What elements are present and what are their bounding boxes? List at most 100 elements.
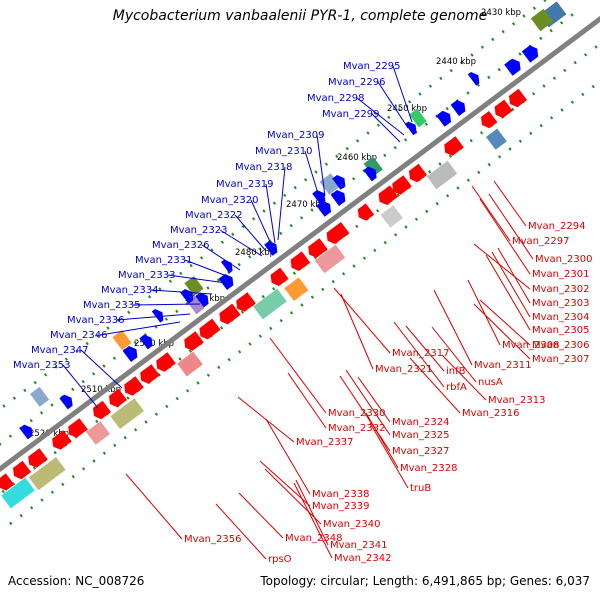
tick-dot [217, 365, 221, 370]
gene-arrow [509, 88, 528, 108]
reverse-label-connector [491, 251, 531, 318]
tick-dot [466, 91, 470, 95]
tick-dot [487, 162, 491, 167]
reverse-gene-label: Mvan_2300 [535, 254, 592, 265]
gene-arrow [444, 136, 464, 156]
reverse-label-connector [340, 293, 374, 370]
reverse-gene-label: Mvan_2297 [512, 236, 569, 247]
gene-arrow [330, 190, 346, 207]
forward-label-connector [201, 244, 241, 271]
forward-gene-label: Mvan_2334 [101, 285, 158, 296]
tick-dot [570, 13, 574, 17]
tick-dot [439, 76, 443, 81]
tick-dot [133, 340, 137, 345]
tick-dot [335, 154, 339, 159]
tick-dot [219, 326, 224, 330]
tick-dot [445, 194, 450, 198]
gene-arrow [218, 273, 234, 290]
gene-arrow [156, 352, 176, 372]
gene-arrow [326, 221, 350, 244]
gene-arrow [195, 292, 209, 308]
gene-arrow [19, 424, 33, 440]
tick-dot [518, 139, 523, 143]
gene-arrow [108, 388, 128, 408]
reverse-gene-label: nusA [478, 377, 503, 388]
tick-dot [581, 92, 585, 97]
tick-dot [185, 389, 190, 393]
gene-arrow [308, 238, 328, 258]
feature-bar [363, 156, 383, 177]
feature-bar [85, 421, 111, 445]
reverse-gene-label: Mvan_2305 [532, 325, 589, 336]
gene-arrow [236, 292, 256, 312]
tick-dot [345, 146, 349, 151]
feature-bar [426, 160, 458, 190]
tick-dot [178, 357, 182, 361]
tick-dot [393, 233, 398, 237]
tick-dot [179, 271, 183, 276]
reverse-gene-label: Mvan_2332 [328, 423, 385, 434]
tick-dot [449, 68, 453, 73]
tick-dot [383, 153, 387, 158]
tick-dot [283, 193, 287, 198]
tick-dot [407, 100, 412, 104]
gene-arrow [270, 267, 289, 286]
forward-label-connector [234, 214, 267, 252]
reverse-gene-label: Mvan_2302 [532, 284, 589, 295]
kbp-tick-label: 2510 kbp [81, 385, 121, 395]
reverse-label-connector [339, 375, 391, 452]
forward-label-connector [150, 289, 213, 295]
tick-dot [81, 467, 86, 471]
gene-arrow [467, 72, 480, 86]
map-title: Mycobacterium vanbaalenii PYR-1, complet… [112, 8, 488, 24]
tick-dot [50, 403, 54, 407]
gene-arrow-layer [0, 45, 539, 491]
tick-dot [470, 53, 474, 57]
tick-dot [511, 22, 516, 26]
reverse-gene-label: Mvan_2340 [323, 519, 380, 530]
tick-dot [321, 287, 325, 292]
reverse-gene-label: Mvan_2328 [400, 463, 457, 474]
reverse-label-connector [441, 354, 487, 401]
tick-dot [164, 317, 169, 321]
reverse-label-connector [488, 193, 534, 260]
reverse-label-connector [264, 468, 322, 525]
reverse-label-connector [369, 422, 409, 489]
tick-dot [106, 326, 110, 330]
tick-dot [414, 217, 419, 221]
tick-dot [54, 365, 58, 369]
forward-gene-label: Mvan_2333 [118, 270, 175, 281]
tick-dot [435, 201, 439, 206]
tick-dot [508, 147, 512, 151]
reverse-label-connector [405, 325, 445, 372]
gene-arrow [504, 58, 521, 76]
reverse-gene-label: Mvan_2321 [375, 364, 432, 375]
tick-dot [199, 256, 204, 260]
tick-dot [241, 224, 245, 229]
tick-dot [351, 177, 356, 181]
tick-dot [438, 162, 442, 166]
tick-dot [366, 131, 370, 135]
gene-arrow [199, 318, 221, 340]
tick-dot [292, 271, 297, 275]
tick-dot [393, 145, 397, 150]
tick-dot [289, 223, 293, 228]
tick-dot [81, 379, 85, 384]
forward-label-connector [167, 274, 227, 284]
tick-dot [92, 459, 96, 463]
tick-dot [258, 247, 262, 251]
reverse-gene-label: Mvan_2330 [328, 408, 385, 419]
tick-dot [491, 37, 495, 42]
forward-gene-label: Mvan_2331 [135, 255, 192, 266]
reverse-label-connector [238, 492, 284, 539]
forward-label-connector [132, 303, 201, 306]
feature-bar [485, 128, 507, 150]
forward-label-connector [62, 364, 99, 409]
gene-arrow [0, 473, 15, 491]
forward-gene-label: Mvan_2353 [13, 360, 70, 371]
reverse-label-connector [393, 321, 445, 388]
tick-dot [324, 162, 329, 166]
tick-dot-layer [0, 0, 598, 526]
